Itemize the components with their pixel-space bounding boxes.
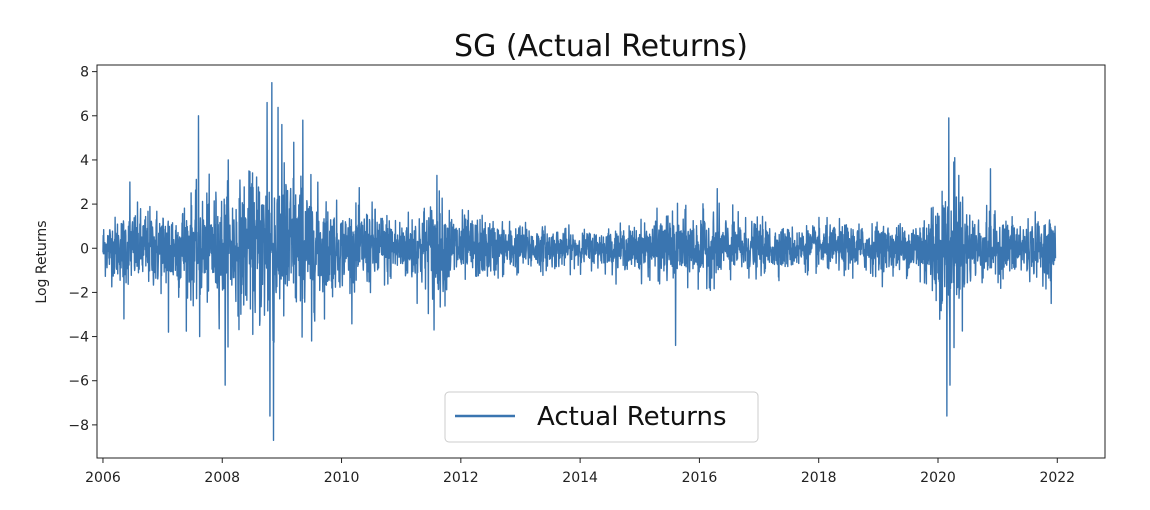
x-tick-label: 2018 [801,470,837,486]
y-tick-label: 4 [80,153,89,169]
y-tick-label: −8 [68,418,89,434]
legend-label: Actual Returns [537,402,727,432]
x-tick-label: 2010 [324,470,360,486]
y-tick-label: −2 [68,285,89,301]
y-axis: 8 6 4 2 0 −2 −4 −6 −8 [68,65,97,434]
x-tick-label: 2012 [443,470,479,486]
y-tick-label: 2 [80,197,89,213]
y-tick-label: −4 [68,330,89,346]
chart-title: SG (Actual Returns) [454,29,748,64]
x-tick-label: 2006 [85,470,121,486]
x-axis: 2006 2008 2010 2012 2014 2016 2018 2020 2022 [85,458,1075,486]
plot-layer [102,81,1057,442]
y-tick-label: −6 [68,374,89,390]
x-tick-label: 2008 [204,470,240,486]
legend: Actual Returns [444,391,759,443]
plot-frame [96,64,1106,459]
x-tick-label: 2014 [562,470,598,486]
series-line-actual-returns [102,81,1057,442]
y-tick-label: 8 [80,65,89,81]
x-tick-label: 2016 [682,470,718,486]
x-tick-label: 2022 [1039,470,1075,486]
x-tick-label: 2020 [920,470,956,486]
y-tick-label: 0 [80,241,89,257]
y-tick-label: 6 [80,109,89,125]
y-axis-label: Log Returns [34,220,50,303]
legend-box [444,391,759,443]
